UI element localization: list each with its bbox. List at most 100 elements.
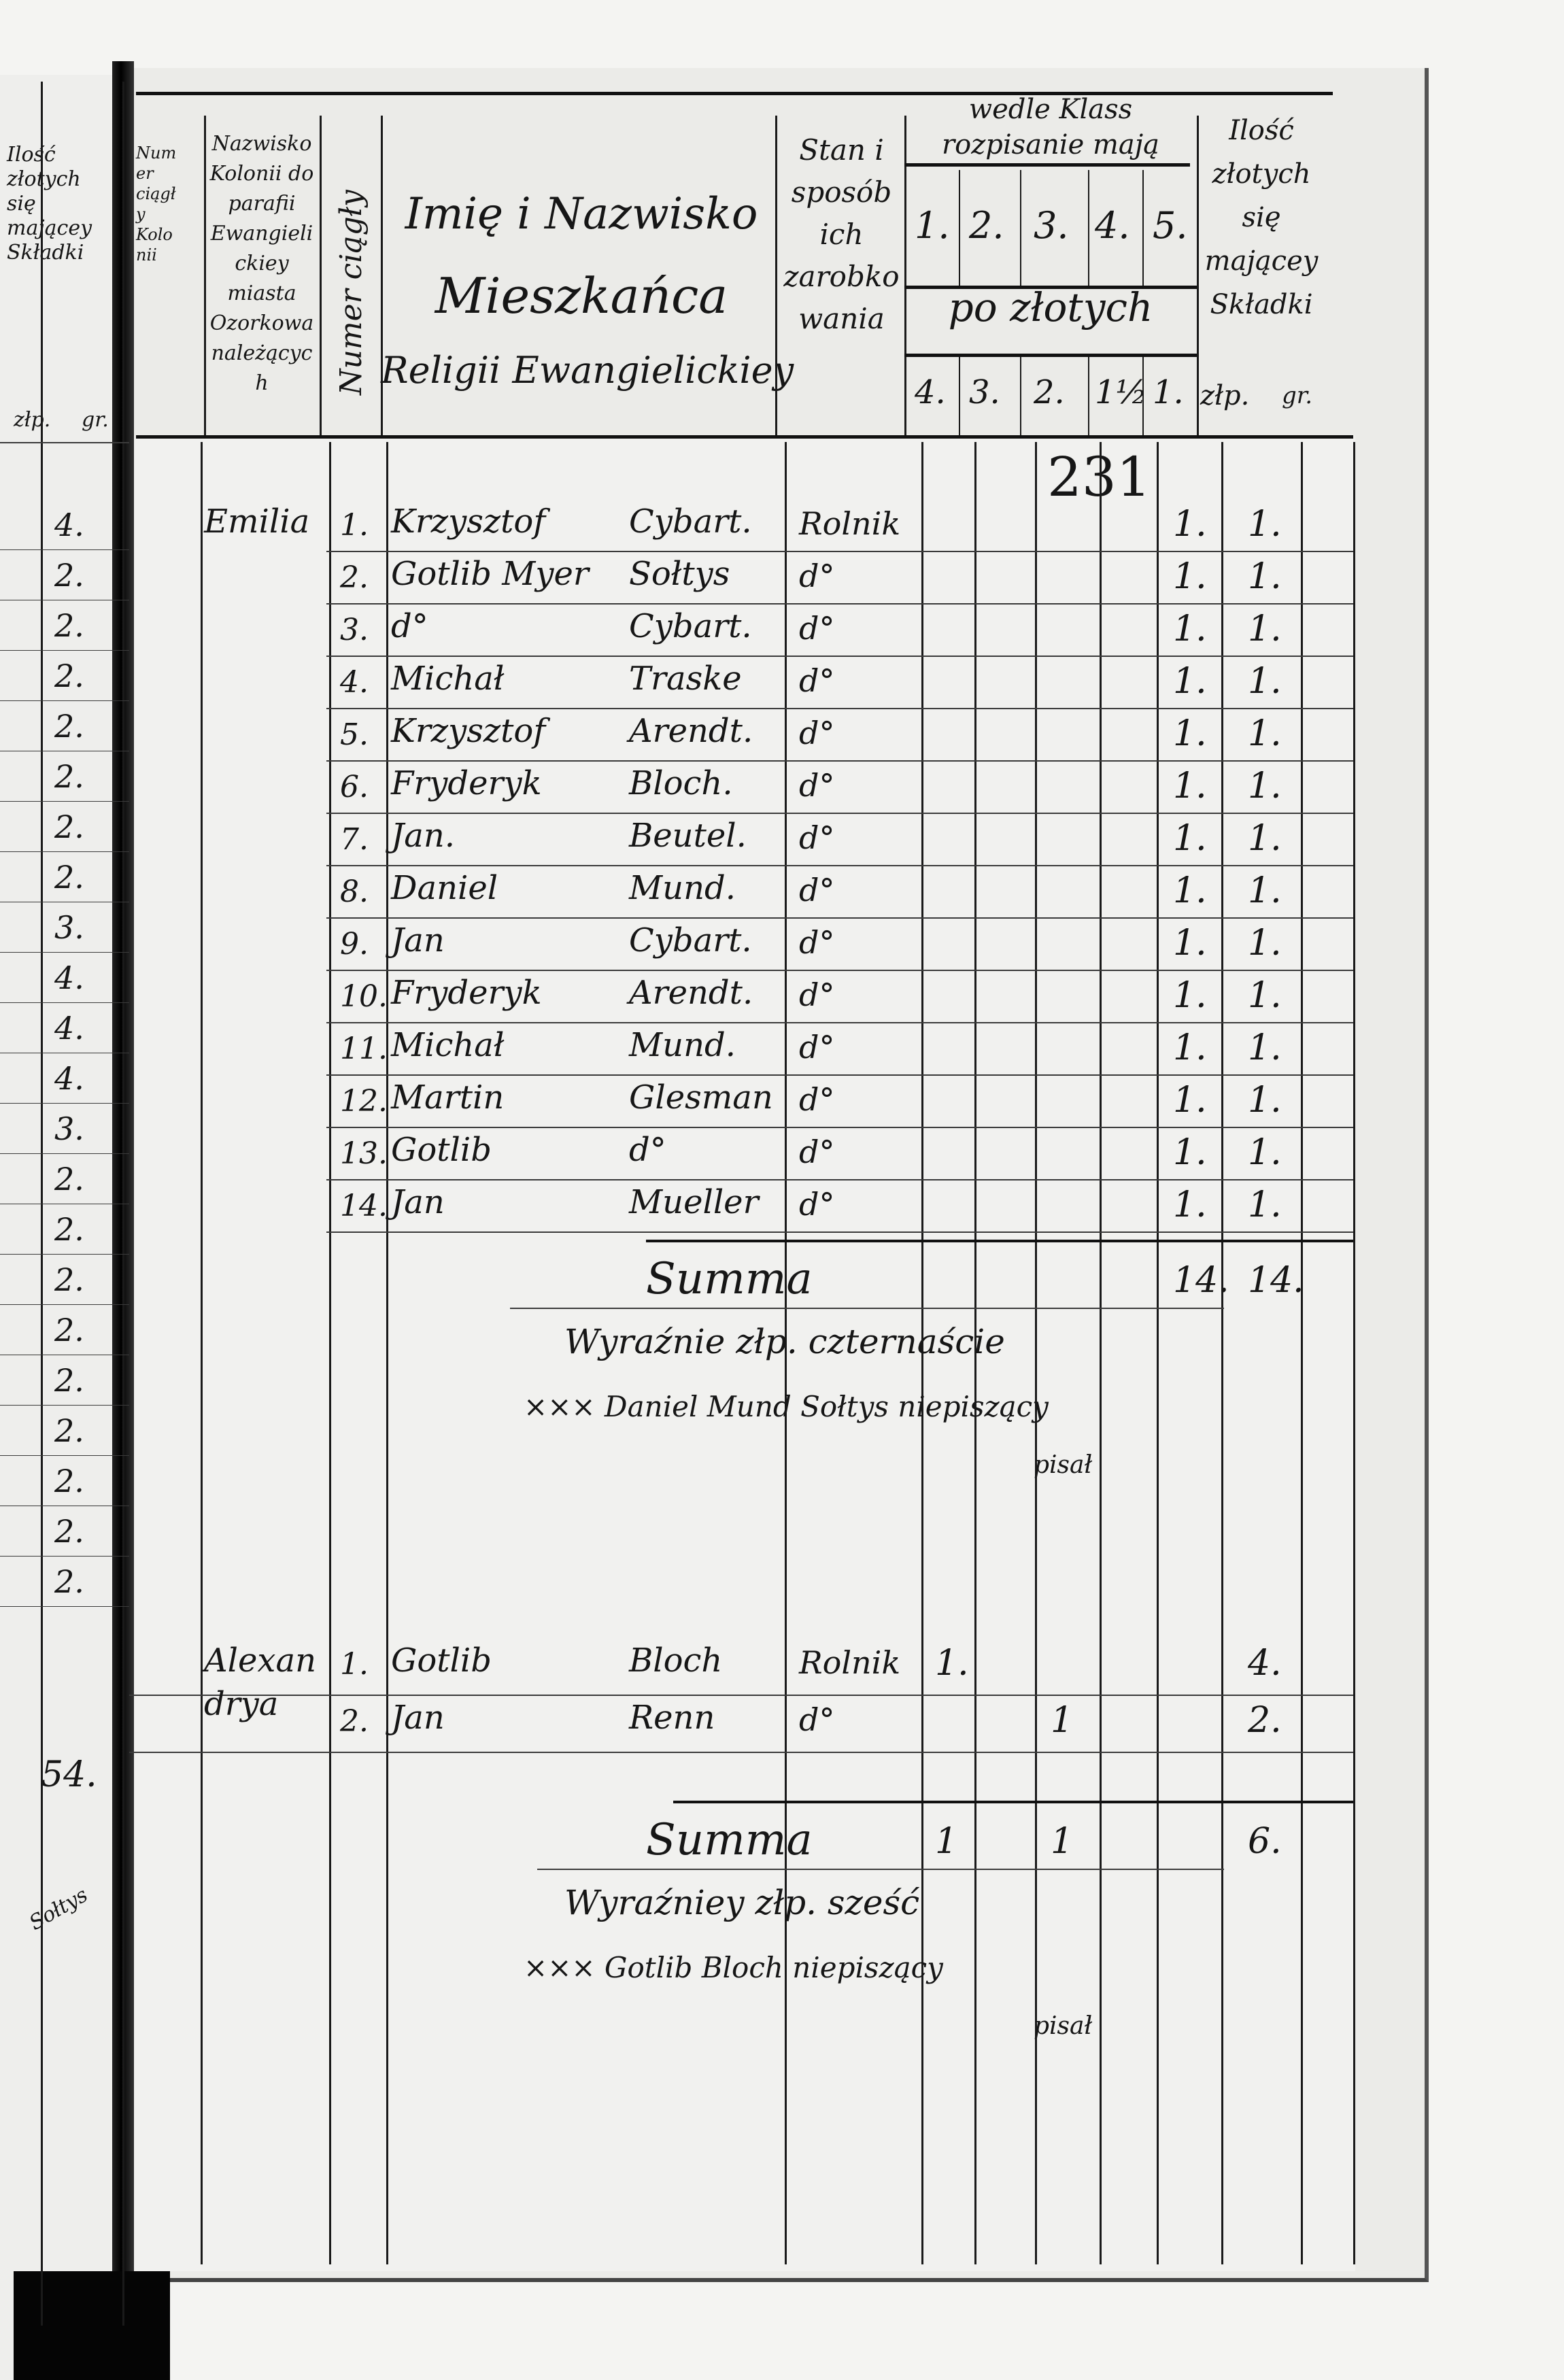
header-column-rule — [381, 116, 383, 435]
left-page-row-rule — [0, 1405, 129, 1406]
class-value: 1. — [1173, 818, 1207, 859]
header-class-unit: po złotych — [948, 284, 1153, 330]
occupation: d° — [799, 924, 835, 961]
signature-note: pisał — [1034, 1451, 1093, 1479]
surname: Cybart. — [629, 503, 752, 541]
row-rule — [326, 708, 1353, 709]
first-name: Jan. — [391, 817, 456, 855]
class-value: 1 — [1051, 1700, 1074, 1741]
left-header-number: Numer ciągły Kolonii — [136, 143, 177, 265]
row-rule — [326, 917, 1353, 919]
row-rule — [326, 1074, 1353, 1076]
surname: Arendt. — [629, 712, 753, 750]
surname: Cybart. — [629, 921, 752, 959]
summa-rule — [646, 1240, 1353, 1242]
class-value: 1. — [1173, 504, 1207, 545]
header-class-number: 4. — [1095, 204, 1130, 247]
class-value: 1. — [1173, 609, 1207, 649]
table-row: 6. Fryderyk Bloch. d° 1. 1. — [0, 764, 1360, 821]
header-bottom-rule — [136, 435, 1353, 439]
surname: Sołtys — [629, 555, 730, 593]
class-value: 1. — [1173, 766, 1207, 806]
table-row: 7. Jan. Beutel. d° 1. 1. — [0, 817, 1360, 873]
column-rule — [1221, 442, 1223, 2264]
total-zl: 4. — [1248, 1643, 1282, 1684]
left-page-row-rule — [0, 700, 129, 701]
summa-bottom-rule — [510, 1308, 1224, 1309]
summa-total-zl: 14. — [1248, 1260, 1304, 1301]
amount-in-words: Wyraźnie złp. czternaście — [564, 1322, 1005, 1361]
header-class-rate: 1½ — [1095, 373, 1148, 411]
surname: Arendt. — [629, 974, 753, 1012]
row-number: 1. — [340, 508, 369, 543]
left-page-value: 2. — [54, 1261, 84, 1298]
class-value: 1. — [1173, 923, 1207, 964]
first-name: Gotlib — [391, 1642, 492, 1680]
left-header-amount: Ilość złotych się mającey Składki — [7, 143, 92, 265]
header-rate-rule — [1088, 354, 1089, 435]
page-number: 231 — [1047, 445, 1151, 509]
summa-class-value: 1 — [935, 1821, 958, 1862]
left-page-header-rule — [0, 442, 129, 443]
column-rule — [329, 442, 331, 2264]
class-value: 1. — [1173, 713, 1207, 754]
left-page-value: 2. — [54, 1161, 84, 1197]
total-zl: 1. — [1248, 870, 1282, 911]
occupation: Rolnik — [799, 1644, 901, 1681]
total-zl: 1. — [1248, 609, 1282, 649]
left-page-value: 2. — [54, 758, 84, 795]
class-value: 1. — [1173, 1027, 1207, 1068]
surname: d° — [629, 1131, 666, 1169]
binding-shadow — [14, 2271, 170, 2380]
header-class-rule — [1142, 170, 1144, 286]
class-value: 1. — [1173, 661, 1207, 702]
occupation: d° — [799, 558, 835, 594]
surname: Glesman — [629, 1078, 773, 1117]
left-page-value: 2. — [54, 859, 84, 896]
amount-in-words: Wyraźniey złp. sześć — [564, 1883, 920, 1922]
row-rule — [326, 1179, 1353, 1180]
column-rule — [1157, 442, 1159, 2264]
table-row: 11. Michał Mund. d° 1. 1. — [0, 1026, 1360, 1083]
summa-class-value: 14. — [1173, 1260, 1229, 1301]
class-value: 1. — [1173, 1185, 1207, 1225]
left-page-value: 4. — [54, 1010, 84, 1047]
occupation: d° — [799, 662, 835, 699]
table-row: 4. Michał Traske d° 1. 1. — [0, 660, 1360, 716]
table-row: 3. d° Cybart. d° 1. 1. — [0, 607, 1360, 664]
surname: Mueller — [629, 1183, 759, 1221]
header-rate-rule — [1142, 354, 1144, 435]
header-name-line3: Religii Ewangielickiey — [381, 349, 794, 392]
row-number: 13. — [340, 1136, 388, 1171]
surname: Bloch — [629, 1642, 723, 1680]
left-header-gr: gr. — [82, 408, 109, 432]
first-name: Krzysztof — [391, 712, 546, 750]
row-rule — [326, 970, 1353, 971]
total-zl: 1. — [1248, 1080, 1282, 1121]
row-number: 5. — [340, 717, 369, 752]
row-rule — [326, 1127, 1353, 1128]
surname: Bloch. — [629, 764, 733, 802]
row-number: 11. — [340, 1032, 388, 1066]
header-unit-gr: gr. — [1282, 382, 1313, 409]
occupation: d° — [799, 976, 835, 1013]
summa-bottom-rule — [537, 1869, 1224, 1870]
row-rule — [129, 1695, 1353, 1696]
row-number: 2. — [340, 1704, 369, 1739]
table-row: 5. Krzysztof Arendt. d° 1. 1. — [0, 712, 1360, 768]
class-value: 1. — [1173, 556, 1207, 597]
header-column-rule — [320, 116, 322, 435]
header-class-rate: 1. — [1153, 373, 1184, 411]
header-class-rule — [1020, 170, 1021, 286]
total-zl: 1. — [1248, 713, 1282, 754]
row-number: 6. — [340, 770, 369, 804]
left-page-value: 2. — [54, 1412, 84, 1449]
left-page-total: 54. — [41, 1754, 97, 1795]
first-name: Fryderyk — [391, 974, 542, 1012]
row-rule — [326, 865, 1353, 866]
left-page-row-rule — [0, 1606, 129, 1607]
total-zl: 1. — [1248, 661, 1282, 702]
left-page-value: 4. — [54, 507, 84, 543]
header-number-column: Numer ciągły — [334, 190, 369, 395]
first-name: Gotlib Myer — [391, 555, 589, 593]
